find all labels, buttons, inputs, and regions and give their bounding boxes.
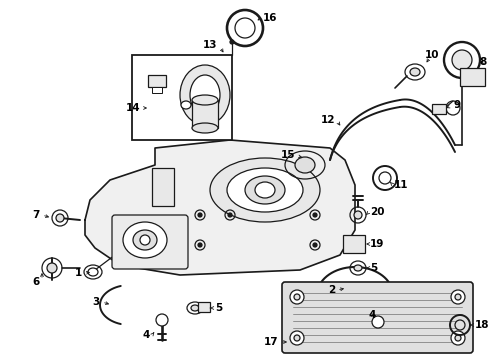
Ellipse shape (290, 331, 304, 345)
Ellipse shape (313, 213, 317, 217)
Text: 10: 10 (425, 50, 440, 60)
Text: 16: 16 (263, 13, 277, 23)
Text: 8: 8 (480, 57, 487, 67)
Text: 9: 9 (453, 100, 460, 110)
Ellipse shape (198, 243, 202, 247)
Ellipse shape (410, 68, 420, 76)
Ellipse shape (47, 263, 57, 273)
Text: 1: 1 (75, 268, 82, 278)
Ellipse shape (191, 305, 199, 311)
Bar (152, 168, 174, 206)
Text: 18: 18 (475, 320, 490, 330)
Text: 13: 13 (202, 40, 217, 50)
Ellipse shape (140, 235, 150, 245)
FancyBboxPatch shape (282, 282, 473, 353)
Bar (152, 87, 162, 93)
Text: 11: 11 (394, 180, 409, 190)
FancyBboxPatch shape (112, 215, 188, 269)
Ellipse shape (451, 331, 465, 345)
Text: 6: 6 (33, 277, 40, 287)
Ellipse shape (294, 335, 300, 341)
Text: 5: 5 (215, 303, 222, 313)
Text: 3: 3 (93, 297, 100, 307)
Ellipse shape (210, 158, 320, 222)
Text: 4: 4 (368, 310, 375, 320)
Ellipse shape (192, 95, 218, 105)
Text: 19: 19 (370, 239, 384, 249)
Ellipse shape (245, 176, 285, 204)
Ellipse shape (451, 290, 465, 304)
Bar (148, 75, 166, 87)
Ellipse shape (295, 157, 315, 173)
Text: 14: 14 (125, 103, 140, 113)
Ellipse shape (198, 213, 202, 217)
Ellipse shape (156, 314, 168, 326)
Ellipse shape (230, 40, 234, 44)
Ellipse shape (228, 213, 232, 217)
Text: 4: 4 (143, 330, 150, 340)
Ellipse shape (313, 243, 317, 247)
Ellipse shape (56, 214, 64, 222)
Bar (198, 302, 210, 312)
Ellipse shape (455, 335, 461, 341)
Ellipse shape (255, 182, 275, 198)
Ellipse shape (290, 290, 304, 304)
Ellipse shape (227, 168, 303, 212)
Ellipse shape (181, 101, 191, 109)
Bar (460, 68, 485, 86)
Ellipse shape (372, 316, 384, 328)
Text: 7: 7 (33, 210, 40, 220)
Ellipse shape (88, 268, 98, 276)
Text: 12: 12 (320, 115, 335, 125)
Ellipse shape (379, 172, 391, 184)
Text: 17: 17 (264, 337, 278, 347)
Ellipse shape (455, 294, 461, 300)
Bar (343, 235, 365, 253)
Ellipse shape (123, 222, 167, 258)
Ellipse shape (192, 123, 218, 133)
Ellipse shape (294, 294, 300, 300)
Ellipse shape (354, 265, 362, 271)
Text: 2: 2 (328, 285, 335, 295)
Ellipse shape (452, 50, 472, 70)
Text: 15: 15 (280, 150, 295, 160)
Polygon shape (85, 140, 355, 275)
Ellipse shape (354, 211, 362, 219)
Bar (432, 104, 446, 114)
Text: 20: 20 (370, 207, 385, 217)
Ellipse shape (133, 230, 157, 250)
Ellipse shape (190, 75, 220, 115)
Ellipse shape (455, 320, 465, 330)
Bar (192, 100, 218, 128)
Bar (132, 55, 232, 140)
Ellipse shape (180, 65, 230, 125)
Text: 5: 5 (370, 263, 377, 273)
